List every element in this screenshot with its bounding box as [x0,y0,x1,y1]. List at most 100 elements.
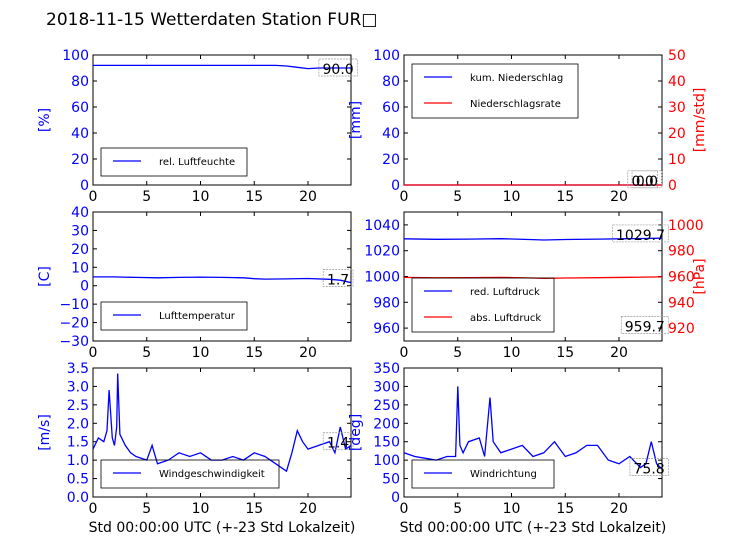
x-tick-label: 5 [453,189,462,205]
y-tick-label: 250 [373,398,400,414]
y-tick-label: 100 [373,453,400,469]
series-line-0 [404,386,662,470]
y-axis-label: [C] [37,266,53,287]
axes-frame [403,367,663,498]
legend-entry: Windrichtung [470,469,537,480]
y-right-axis-label: [hPa] [692,258,708,294]
annotation-value: 1029.7 [616,228,665,244]
annotation-box [620,316,669,334]
x-tick-label: 0 [89,501,98,517]
x-tick-label: 15 [556,501,574,517]
legend-entry: Lufttemperatur [159,311,236,322]
annotation-box [322,268,354,287]
y-tick-label: −20 [59,316,89,332]
x-tick-label: 0 [400,189,409,205]
chart-panel-middle-left: 0 5 10 15 20 −30 −20 −10 0 10 20 30 40 [C] 1.7 Lufttemp… [37,205,354,361]
x-tick-label: 0 [89,345,98,361]
x-tick-label: 15 [556,189,574,205]
y-tick-label: 40 [71,205,89,221]
y-tick-label: 1020 [364,244,400,260]
legend-box [411,277,555,333]
series-line-0 [93,373,351,473]
y-tick-label: 2.5 [67,398,89,414]
y-tick-label: 60 [71,100,89,116]
legend-entry: Niederschlagsrate [470,99,561,110]
y-right-tick-label: 20 [668,126,686,142]
y-tick-label: 20 [71,152,89,168]
y-tick-label: 100 [373,48,400,64]
y-tick-label: 980 [373,295,400,311]
x-tick-label: 5 [453,501,462,517]
y-tick-label: 30 [71,223,89,239]
annotation-value: 75.8 [634,462,665,478]
y-right-axis-label: [mm/std] [692,88,708,153]
y-tick-label: 80 [382,74,400,90]
y-tick-label: 0 [80,178,89,194]
chart-panel-middle-right: 0 5 10 15 2096098010001020104092094096098010… [364,211,708,361]
y-tick-label: 0.0 [67,490,89,506]
y-tick-label: 1.5 [67,435,89,451]
legend-box [100,459,280,489]
legend-box [100,301,248,331]
y-axis-label: [deg] [348,414,364,451]
y-right-tick-label: 40 [668,74,686,90]
annotation-box [612,224,669,243]
y-tick-label: 80 [71,74,89,90]
annotation-value: 1.7 [327,272,349,288]
y-tick-label: −30 [59,334,89,350]
y-right-tick-label: 50 [668,48,686,64]
x-tick-label: 10 [192,501,210,517]
y-tick-label: 200 [373,416,400,432]
x-axis-label: Std 00:00:00 UTC (+-23 Std Lokalzeit) [400,520,667,536]
annotation-value: 1.4 [327,436,349,452]
x-tick-label: 10 [503,189,521,205]
y-tick-label: 960 [373,321,400,337]
y-right-tick-label: 30 [668,100,686,116]
y-tick-label: 0 [391,178,400,194]
legend-entry: abs. Luftdruck [470,313,541,324]
y-right-tick-label: 0 [668,178,677,194]
annotation-box [627,170,658,189]
y-tick-label: 1040 [364,218,400,234]
y-right-tick-label: 10 [668,152,686,168]
y-tick-label: 0 [80,279,89,295]
y-tick-label: 300 [373,379,400,395]
y-axis-label: [mm] [348,101,364,139]
series-line-0 [404,237,662,241]
x-tick-label: 15 [245,345,263,361]
x-tick-label: 5 [142,189,151,205]
legend-box [100,147,248,177]
x-tick-label: 20 [299,189,317,205]
y-tick-label: 3.0 [67,379,89,395]
x-tick-label: 20 [610,501,628,517]
x-tick-label: 5 [142,345,151,361]
chart-panel-top-right: 0 5 10 15 20 0 20 40 60 80 100 0 10 20 30 40 50 [mm] [mm/s… [348,48,708,205]
y-right-tick-label: 1000 [668,218,704,234]
legend-entry: rel. Luftfeuchte [159,157,235,168]
y-right-tick-label: 940 [668,295,695,311]
x-tick-label: 20 [299,501,317,517]
annotation-value: 90.0 [323,62,354,78]
x-tick-label: 0 [400,501,409,517]
axes-frame [92,54,352,186]
chart-panel-top-left: 0 5 10 15 20 0 20 40 60 80 100 [%] 90.0 rel. Luftfeuc… [37,48,358,205]
y-tick-label: 20 [71,242,89,258]
y-tick-label: 20 [382,152,400,168]
x-tick-label: 0 [400,345,409,361]
y-right-tick-label: 980 [668,244,695,260]
y-tick-label: 350 [373,361,400,377]
chart-panel-bottom-left: 0 5 10 15 20 0.0 0.5 1.0 1.5 2.0 2.5 3.0 3.5 [m/s] Std… [37,361,355,536]
y-axis-label: [m/s] [37,414,53,451]
series-line-0 [93,64,351,70]
y-axis-label: [%] [37,108,53,132]
x-tick-label: 20 [299,345,317,361]
x-tick-label: 20 [610,345,628,361]
y-tick-label: 0.5 [67,472,89,488]
y-tick-label: 3.5 [67,361,89,377]
annotation-box [631,170,663,189]
x-tick-label: 10 [192,345,210,361]
y-tick-label: 40 [382,126,400,142]
annotation-box [629,458,669,476]
y-tick-label: 100 [62,48,89,64]
